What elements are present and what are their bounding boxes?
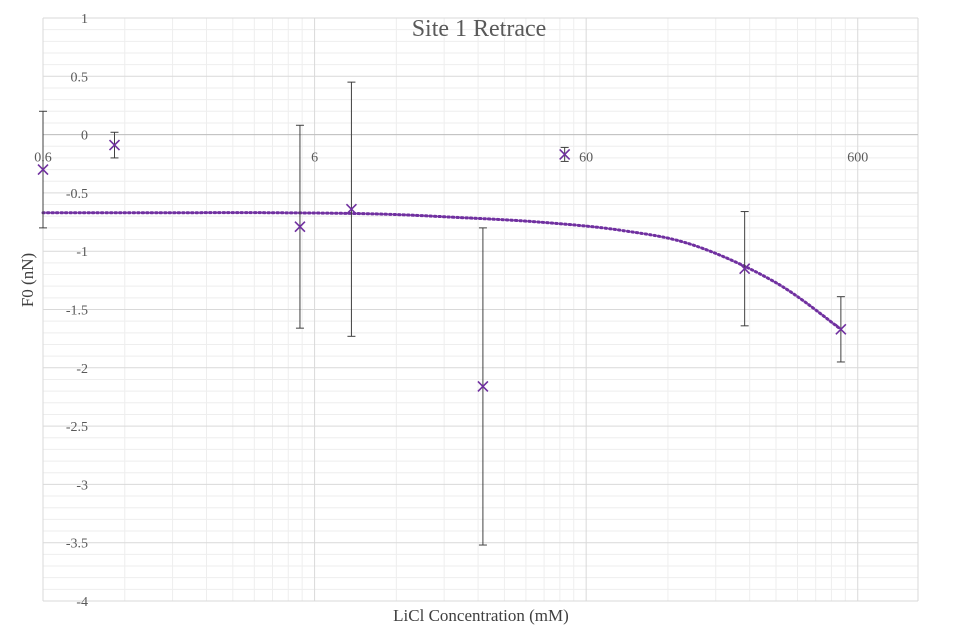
- data-point-stroke: [835, 323, 847, 335]
- y-tick-label: -3: [76, 478, 88, 493]
- y-tick-label: 0: [81, 129, 88, 144]
- y-tick-label: -0.5: [66, 187, 88, 202]
- data-point: [739, 263, 751, 275]
- trendline-path: [41, 211, 843, 331]
- x-tick-label: 6: [311, 151, 318, 166]
- y-tick-label: -1: [76, 245, 88, 260]
- data-point: [835, 323, 847, 335]
- y-tick-label: 0.5: [71, 70, 89, 85]
- data-markers: [37, 139, 847, 393]
- data-point-stroke: [108, 139, 121, 151]
- y-tick-label: -2.5: [66, 420, 88, 435]
- trendline: [41, 211, 843, 331]
- data-point: [477, 380, 489, 393]
- y-tick-label: 1: [81, 12, 88, 27]
- data-point-stroke: [294, 221, 306, 233]
- y-tick-label: -1.5: [66, 304, 88, 319]
- y-tick-label: -2: [76, 362, 88, 377]
- data-point: [108, 139, 121, 151]
- chart-title: Site 1 Retrace: [412, 16, 547, 42]
- data-point: [294, 221, 306, 233]
- data-point: [345, 203, 357, 215]
- data-point: [559, 148, 571, 160]
- error-bars: [39, 81, 845, 546]
- data-point-stroke: [559, 148, 571, 160]
- data-point-stroke: [739, 263, 751, 275]
- major-gridlines: [42, 17, 919, 602]
- x-tick-label: 600: [847, 151, 868, 166]
- x-axis-label: LiCl Concentration (mM): [393, 606, 569, 625]
- x-tick-label: 60: [579, 151, 593, 166]
- y-tick-label: -4: [76, 595, 88, 610]
- data-point-stroke: [345, 203, 357, 215]
- data-point: [37, 164, 49, 176]
- y-axis-label: F0 (nN): [18, 253, 37, 307]
- data-point-stroke: [477, 380, 489, 393]
- data-point-stroke: [37, 164, 49, 176]
- y-tick-label: -3.5: [66, 537, 88, 552]
- y-axis-tick-labels: 1 0.5 0 -0.5 -1 -1.5 -2 -2.5 -3 -3.5 -4: [66, 12, 88, 610]
- minor-gridlines: [43, 18, 918, 601]
